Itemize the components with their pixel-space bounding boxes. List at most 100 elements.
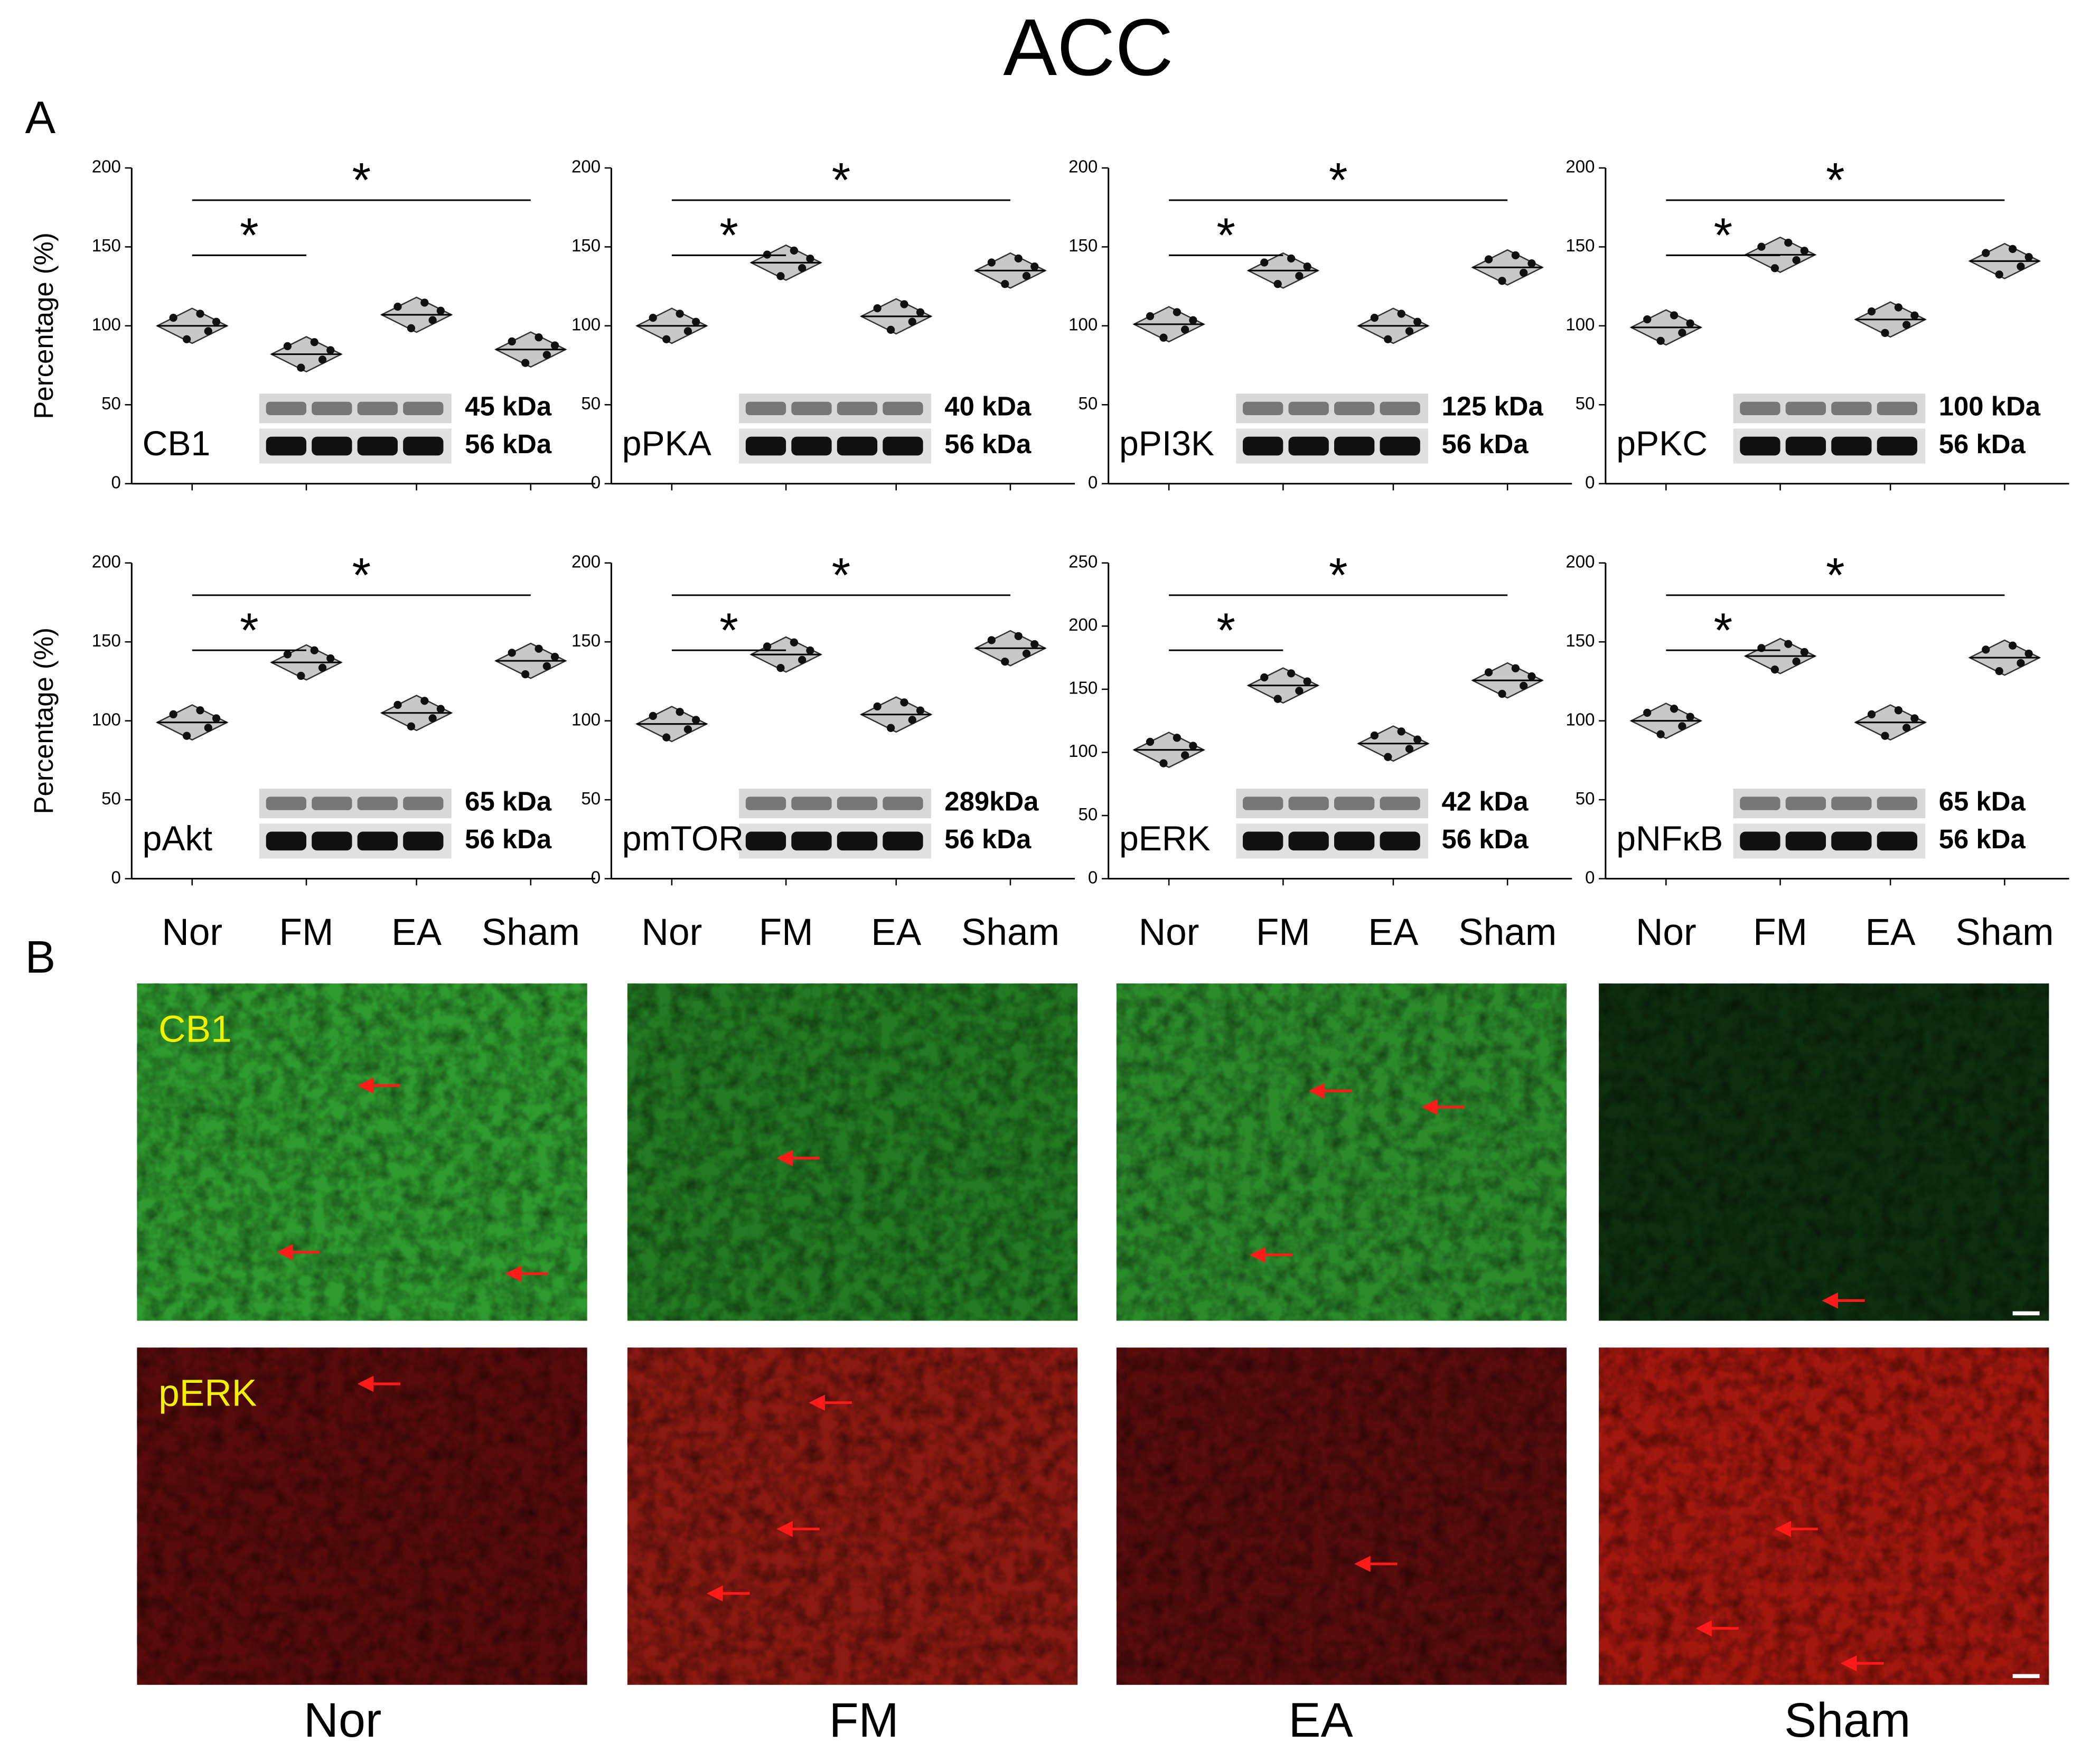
blot-band xyxy=(266,797,306,810)
arrow-head xyxy=(776,1521,793,1538)
blot-band xyxy=(266,831,306,851)
group-label: Sham xyxy=(1784,1693,1910,1747)
arrow-head xyxy=(1308,1083,1325,1099)
micrograph-texture xyxy=(1599,1347,2049,1685)
data-point xyxy=(420,697,429,705)
blot-band xyxy=(1288,797,1329,810)
micrograph-texture xyxy=(137,1347,587,1685)
y-tick-label: 100 xyxy=(571,710,601,729)
data-point xyxy=(1030,262,1039,271)
data-point xyxy=(1670,705,1679,713)
micrograph-texture xyxy=(137,983,587,1321)
data-point xyxy=(1792,256,1801,265)
data-point xyxy=(683,327,692,335)
data-point xyxy=(692,716,700,724)
data-point xyxy=(1867,710,1876,719)
x-tick-label: Nor xyxy=(162,912,222,953)
blot-band xyxy=(1785,831,1826,851)
y-tick-label: 250 xyxy=(1068,552,1098,572)
data-point xyxy=(1527,259,1536,268)
blot-band xyxy=(403,401,444,416)
blot-band xyxy=(1380,797,1420,810)
y-tick-label: 150 xyxy=(1068,679,1098,698)
band-label: 56 kDa xyxy=(944,429,1032,459)
data-point xyxy=(1995,667,2003,676)
x-tick-label: Nor xyxy=(1636,912,1696,953)
significance-star: * xyxy=(1329,154,1348,208)
data-point xyxy=(1656,730,1665,738)
y-tick-label: 150 xyxy=(1068,236,1098,256)
y-tick-label: 200 xyxy=(571,157,601,177)
data-point xyxy=(535,333,543,342)
data-point xyxy=(1260,673,1269,682)
band-label: 45 kDa xyxy=(465,391,552,421)
data-point xyxy=(542,662,551,670)
data-point xyxy=(1030,640,1039,649)
data-point xyxy=(1295,687,1304,695)
data-point xyxy=(283,342,292,351)
data-point xyxy=(873,702,882,711)
data-point xyxy=(763,642,772,651)
blot-band xyxy=(745,797,786,810)
data-point xyxy=(1881,329,1889,337)
protein-label: CB1 xyxy=(143,424,211,463)
blot-band xyxy=(312,831,352,851)
data-point xyxy=(662,335,671,343)
significance-star: * xyxy=(352,154,371,208)
significance-star: * xyxy=(1826,549,1845,603)
data-point xyxy=(1678,722,1686,730)
blot-band xyxy=(357,831,398,851)
blot-band xyxy=(1831,797,1872,810)
data-point xyxy=(1670,311,1679,320)
significance-star: * xyxy=(1714,209,1733,263)
significance-star: * xyxy=(1329,549,1348,603)
x-tick-label: Sham xyxy=(961,912,1060,953)
arrow-head xyxy=(809,1394,825,1411)
data-point xyxy=(1189,742,1197,750)
data-point xyxy=(1397,727,1405,736)
arrow-head xyxy=(1841,1655,1857,1672)
data-point xyxy=(326,654,335,663)
blot-band xyxy=(1785,436,1826,456)
data-point xyxy=(182,732,191,740)
significance-star: * xyxy=(1826,154,1845,208)
blot-band xyxy=(883,797,923,810)
group-label: FM xyxy=(829,1693,899,1747)
data-point xyxy=(521,670,530,679)
data-point xyxy=(1643,708,1652,717)
blot-band xyxy=(266,436,306,456)
y-tick-label: 200 xyxy=(92,552,121,572)
band-label: 65 kDa xyxy=(1939,786,2026,817)
protein-label: pPKA xyxy=(622,424,711,463)
group-label: Nor xyxy=(304,1693,382,1747)
y-tick-label: 0 xyxy=(111,473,121,492)
data-point xyxy=(806,255,814,263)
x-tick-label: Sham xyxy=(1955,912,2054,953)
data-point xyxy=(1643,315,1652,324)
data-point xyxy=(436,306,445,315)
arrow-head xyxy=(1354,1556,1371,1572)
data-point xyxy=(1159,759,1168,767)
blot-band xyxy=(1243,401,1283,416)
data-point xyxy=(1982,645,1990,654)
blot-band xyxy=(1334,401,1375,416)
data-point xyxy=(196,706,204,715)
significance-star: * xyxy=(240,604,259,658)
data-point xyxy=(318,355,327,364)
data-point xyxy=(182,335,191,343)
y-tick-label: 150 xyxy=(92,236,121,256)
data-point xyxy=(987,258,996,267)
blot-band xyxy=(403,831,444,851)
band-label: 56 kDa xyxy=(465,429,552,459)
data-point xyxy=(1273,695,1282,703)
data-point xyxy=(1770,264,1779,273)
data-point xyxy=(407,722,416,730)
y-axis-label: Percentage (%) xyxy=(29,232,59,419)
data-point xyxy=(1800,247,1808,255)
protein-label: pAkt xyxy=(143,819,212,858)
blot-band xyxy=(883,401,923,416)
blot-band xyxy=(1877,401,1918,416)
arrow-head xyxy=(707,1585,723,1602)
data-point xyxy=(393,700,402,709)
